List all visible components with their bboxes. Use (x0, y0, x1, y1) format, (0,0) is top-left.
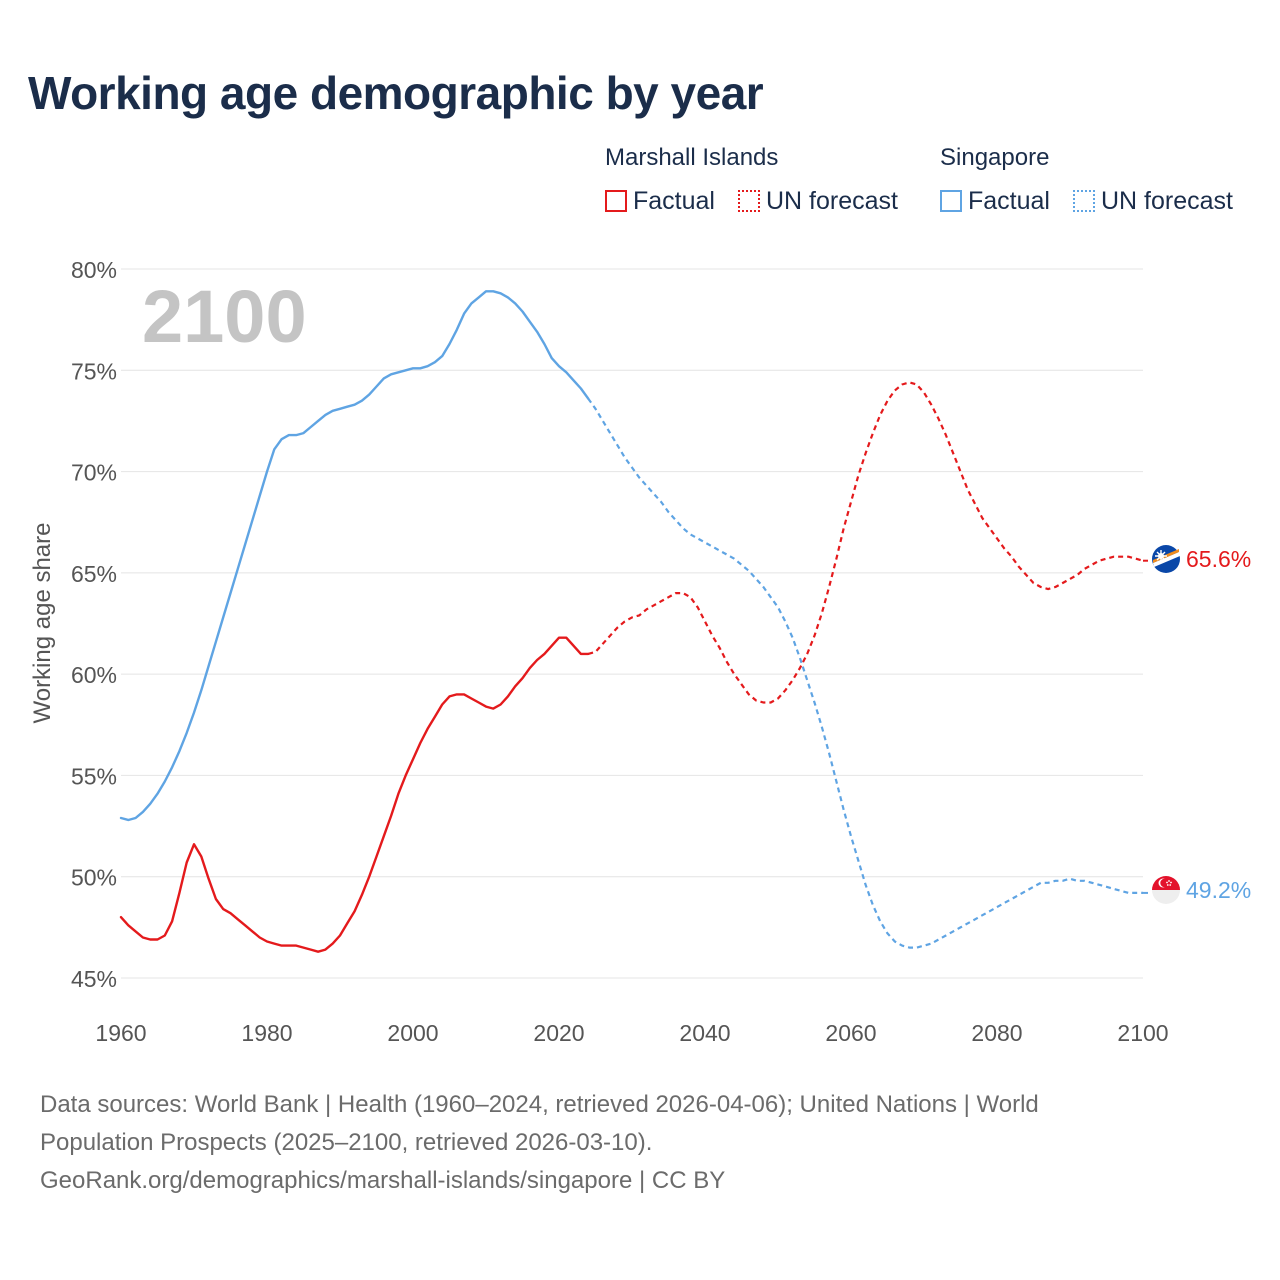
x-tick-label: 2060 (825, 1020, 876, 1046)
year-overlay: 2100 (142, 275, 307, 358)
footer-sources-line-2: Population Prospects (2025–2100, retriev… (40, 1129, 653, 1156)
y-tick-label: 70% (71, 460, 117, 486)
y-tick-label: 75% (71, 358, 117, 384)
y-tick-label: 55% (71, 763, 117, 789)
legend-singapore-forecast[interactable]: UN forecast (1073, 186, 1233, 216)
legend-group-singapore: Singapore (940, 144, 1050, 171)
y-tick-label: 65% (71, 561, 117, 587)
end-label-singapore: 49.2% (1186, 877, 1251, 903)
x-tick-label: 2080 (971, 1020, 1022, 1046)
series (119, 290, 1152, 953)
series-line-singapore-forecast (587, 397, 1143, 949)
y-tick-label: 80% (71, 257, 117, 283)
legend-label: UN forecast (1101, 186, 1233, 215)
legend-swatch-dotted (738, 190, 760, 212)
end-markers: 65.6% 49.2% (1152, 545, 1251, 904)
x-tick-label: 2040 (679, 1020, 730, 1046)
x-tick-label: 2020 (533, 1020, 584, 1046)
chart-title: Working age demographic by year (28, 67, 764, 119)
series-line-marshall-islands-forecast (587, 381, 1144, 704)
series-line-marshall-islands-factual (119, 636, 590, 953)
legend-swatch-solid (940, 190, 962, 212)
y-tick-label: 50% (71, 865, 117, 891)
y-tick-label: 60% (71, 662, 117, 688)
legend-marshall-islands-forecast[interactable]: UN forecast (738, 186, 898, 216)
footer-attribution: GeoRank.org/demographics/marshall-island… (40, 1167, 726, 1194)
footer-sources-line-1: Data sources: World Bank | Health (1960–… (40, 1091, 1039, 1118)
x-tick-label: 2000 (387, 1020, 438, 1046)
grid (121, 268, 1143, 979)
end-label-marshall-islands: 65.6% (1186, 546, 1251, 572)
marshall-islands-flag-icon (1152, 545, 1180, 573)
legend-singapore-factual[interactable]: Factual (940, 186, 1050, 216)
legend-group-marshall-islands: Marshall Islands (605, 144, 779, 171)
footer: Data sources: World Bank | Health (1960–… (40, 1086, 1240, 1200)
singapore-flag-icon (1152, 876, 1180, 904)
y-axis-title: Working age share (29, 523, 56, 724)
y-tick-label: 45% (71, 966, 117, 992)
axes: 45% 50% 55% 60% 65% 70% 75% 80% 1960 1980 2000 2020… (71, 257, 1169, 1046)
legend-swatch-dotted (1073, 190, 1095, 212)
legend-label: Factual (633, 186, 715, 215)
legend-label: UN forecast (766, 186, 898, 215)
x-tick-label: 1980 (241, 1020, 292, 1046)
line-chart: 2100 Working age share 45% 50% 55% 60% 65% 70… (29, 257, 1251, 1046)
series-line-singapore-factual (119, 290, 590, 822)
x-tick-label: 2100 (1117, 1020, 1168, 1046)
x-tick-label: 1960 (95, 1020, 146, 1046)
legend-swatch-solid (605, 190, 627, 212)
legend-label: Factual (968, 186, 1050, 215)
legend-marshall-islands-factual[interactable]: Factual (605, 186, 715, 216)
